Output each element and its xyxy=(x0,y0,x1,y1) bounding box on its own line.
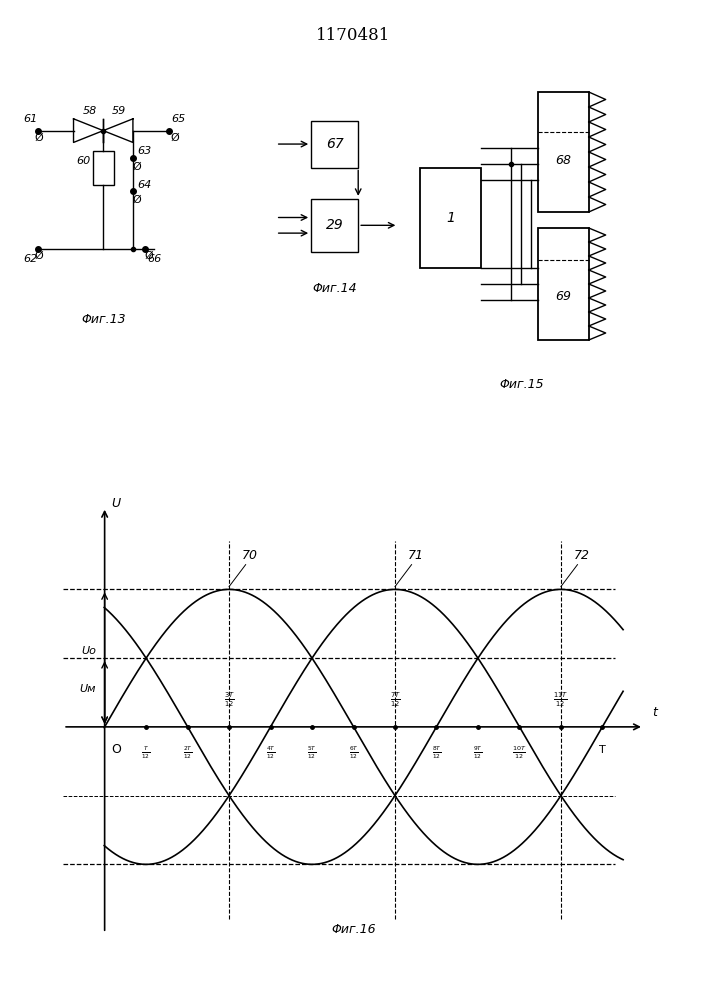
Text: $\frac{6T}{12}$: $\frac{6T}{12}$ xyxy=(349,745,358,761)
Text: Ø: Ø xyxy=(145,251,153,261)
Text: $\frac{5T}{12}$: $\frac{5T}{12}$ xyxy=(307,745,317,761)
Text: 58: 58 xyxy=(83,106,97,116)
Text: Ø: Ø xyxy=(133,195,141,205)
Text: 68: 68 xyxy=(556,153,571,166)
Bar xyxy=(538,228,589,340)
Text: Uo: Uo xyxy=(81,646,96,656)
Text: 65: 65 xyxy=(172,114,186,124)
Text: t: t xyxy=(652,706,657,719)
Text: O: O xyxy=(111,743,121,756)
Text: $\frac{8T}{12}$: $\frac{8T}{12}$ xyxy=(431,745,441,761)
Text: Ø: Ø xyxy=(133,161,141,171)
Text: 60: 60 xyxy=(76,156,90,166)
Text: 29: 29 xyxy=(326,218,344,232)
Text: Ø: Ø xyxy=(35,133,44,143)
Text: 62: 62 xyxy=(23,254,37,264)
Text: Φиг.16: Φиг.16 xyxy=(331,923,376,936)
Text: $\frac{2T}{12}$: $\frac{2T}{12}$ xyxy=(182,745,192,761)
Text: $\frac{10T}{12}$: $\frac{10T}{12}$ xyxy=(513,745,527,761)
Text: 61: 61 xyxy=(23,114,37,124)
Text: 59: 59 xyxy=(112,106,127,116)
Text: Ø: Ø xyxy=(170,133,179,143)
Text: 69: 69 xyxy=(556,290,571,302)
Text: 67: 67 xyxy=(326,137,344,151)
Text: Ø: Ø xyxy=(35,251,44,261)
Text: 66: 66 xyxy=(148,254,162,264)
Text: Φиг.14: Φиг.14 xyxy=(312,282,357,296)
Text: $\frac{11T}{12}$: $\frac{11T}{12}$ xyxy=(554,691,568,709)
Text: $\frac{T}{12}$: $\frac{T}{12}$ xyxy=(141,745,151,761)
Text: $\frac{4T}{12}$: $\frac{4T}{12}$ xyxy=(266,745,276,761)
Text: 1: 1 xyxy=(446,211,455,225)
Bar xyxy=(311,199,358,252)
Text: Φиг.13: Φиг.13 xyxy=(81,313,126,326)
Text: Uм: Uм xyxy=(80,684,96,694)
Text: 63: 63 xyxy=(137,146,151,156)
Bar xyxy=(538,92,589,212)
Text: $\frac{7T}{12}$: $\frac{7T}{12}$ xyxy=(390,691,400,709)
Bar xyxy=(311,121,358,167)
Text: Φиг.15: Φиг.15 xyxy=(499,378,544,391)
Text: $\frac{3T}{12}$: $\frac{3T}{12}$ xyxy=(223,691,235,709)
Text: T: T xyxy=(599,745,606,755)
Text: 71: 71 xyxy=(408,549,423,562)
Text: 1170481: 1170481 xyxy=(316,27,391,44)
Text: U: U xyxy=(111,497,120,510)
Text: 64: 64 xyxy=(137,180,151,190)
Text: $\frac{9T}{12}$: $\frac{9T}{12}$ xyxy=(473,745,483,761)
Bar xyxy=(420,168,481,268)
Text: 70: 70 xyxy=(242,549,258,562)
Bar xyxy=(93,151,114,185)
Text: 72: 72 xyxy=(573,549,590,562)
